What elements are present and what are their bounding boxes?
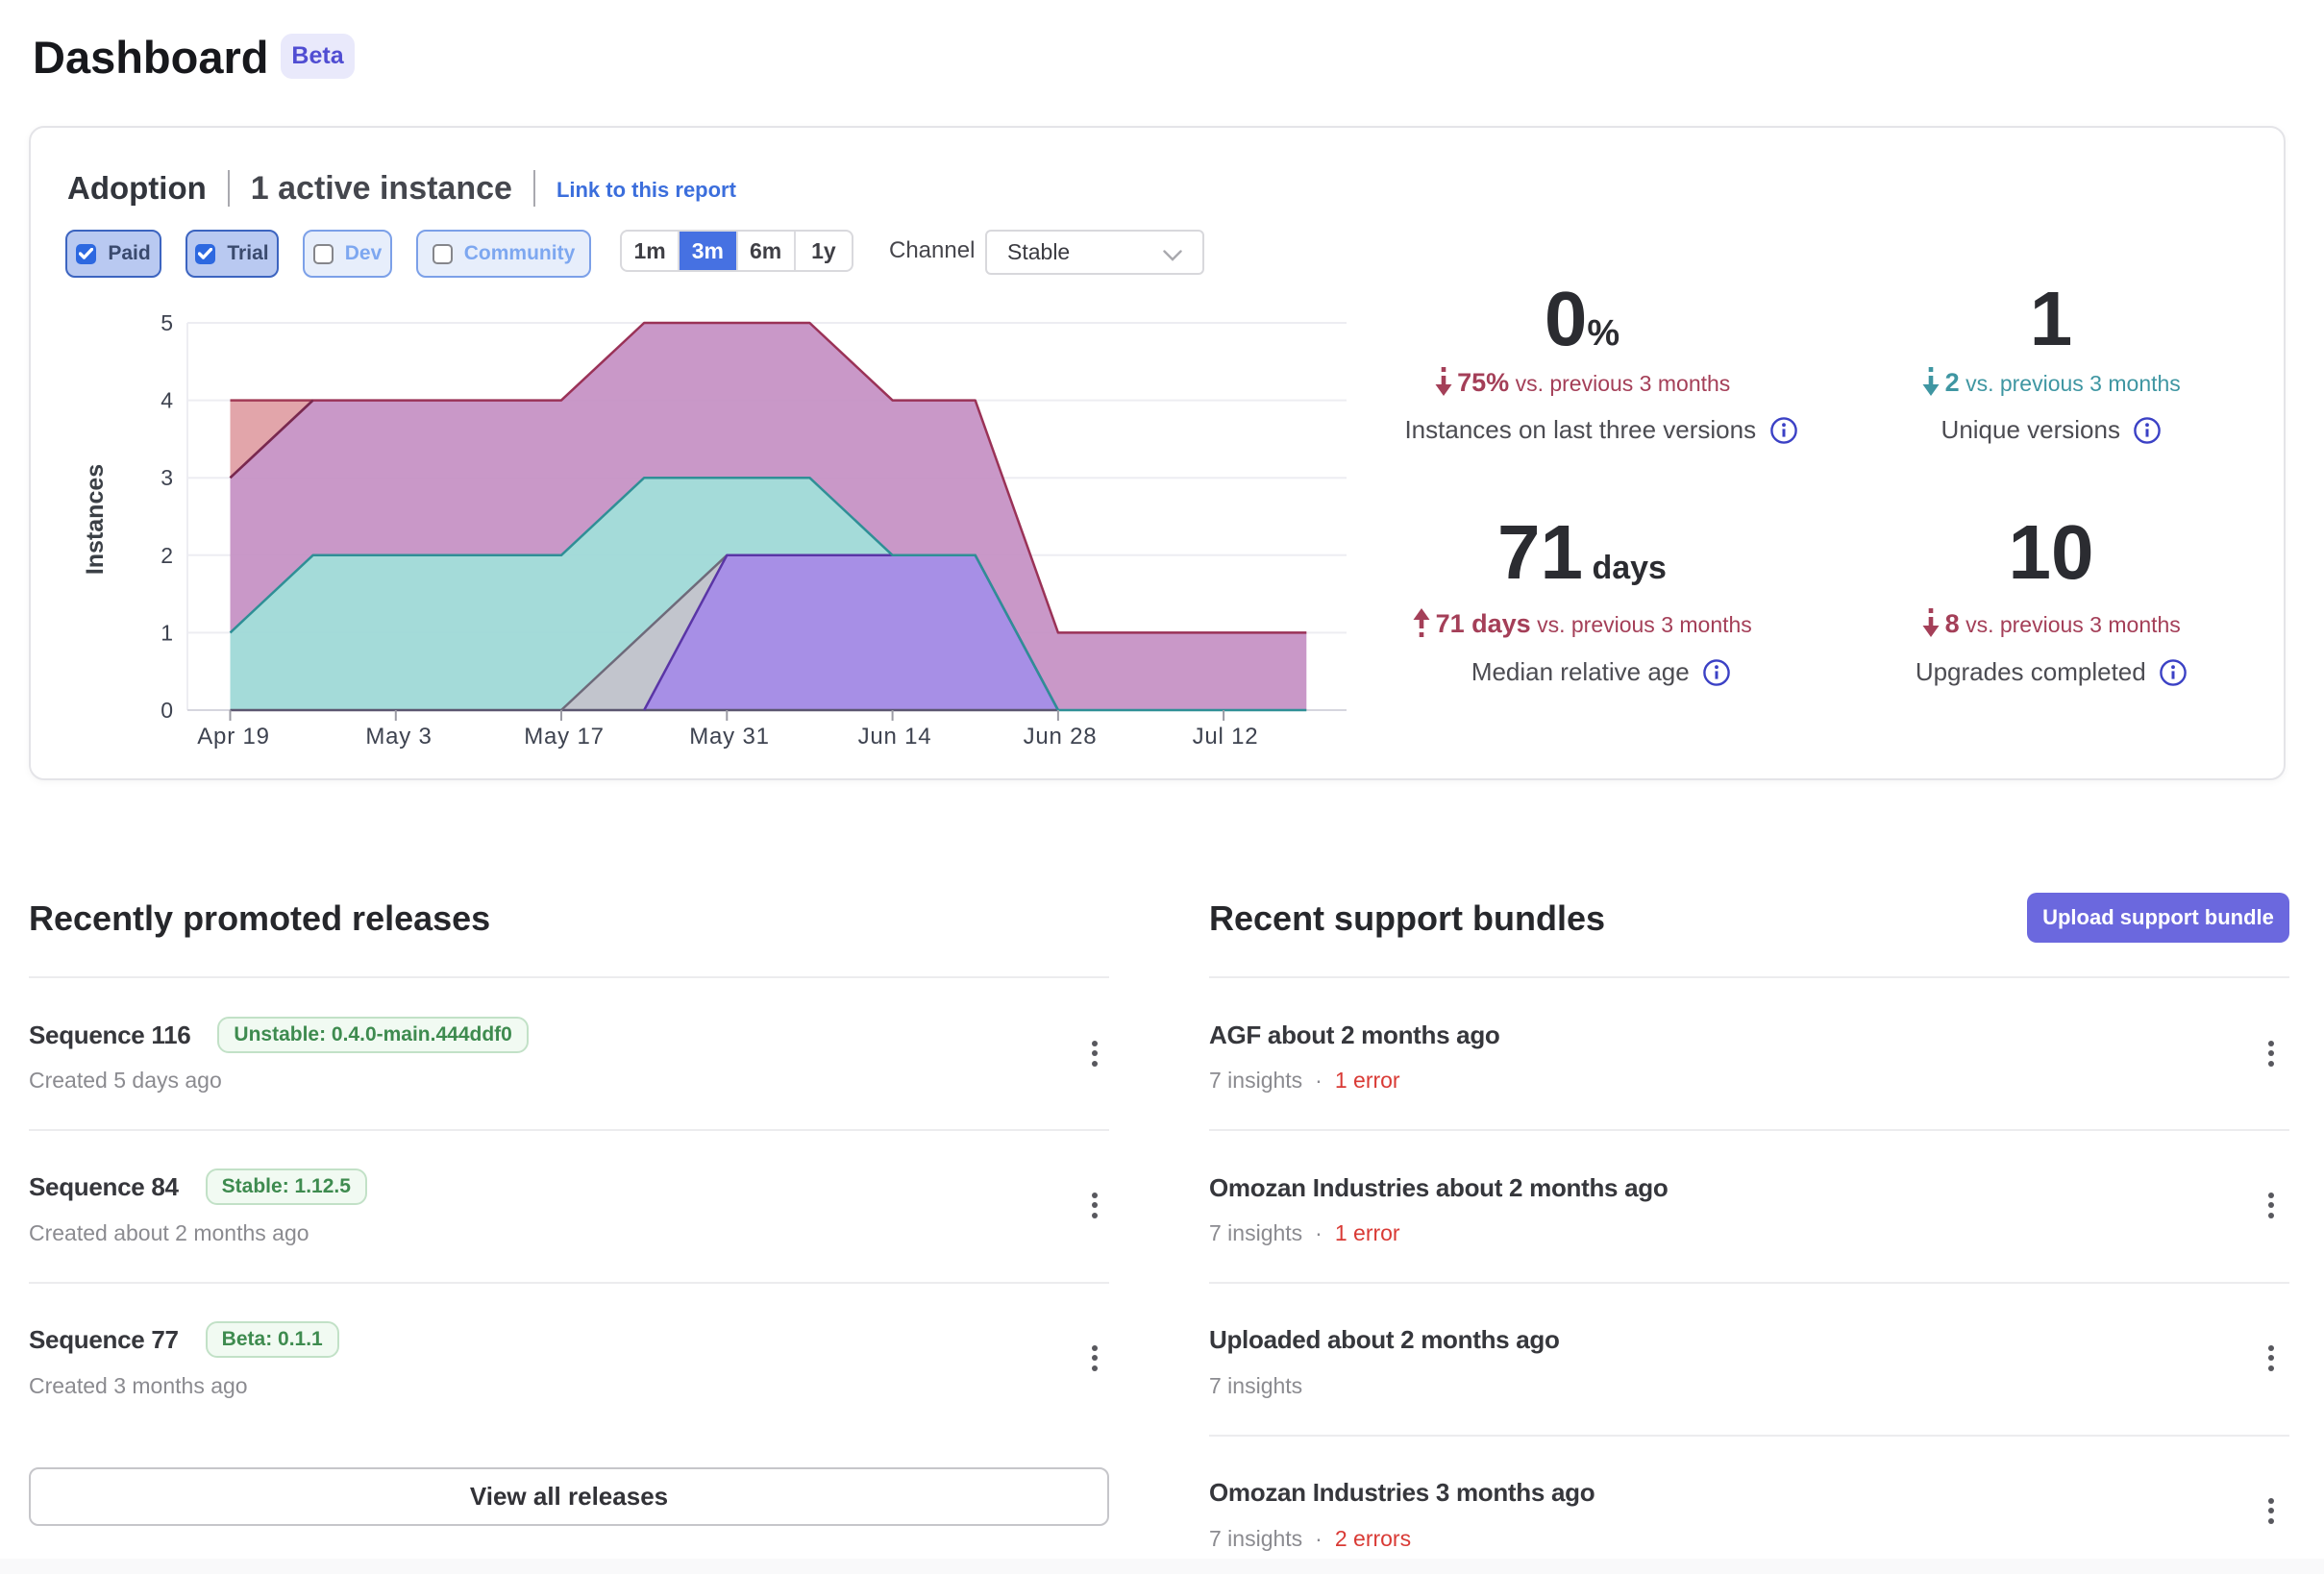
svg-text:Instances: Instances — [82, 464, 109, 575]
svg-text:0: 0 — [161, 698, 173, 723]
svg-text:May 31: May 31 — [689, 724, 770, 750]
svg-text:Jun 28: Jun 28 — [1024, 724, 1098, 750]
svg-text:May 17: May 17 — [524, 724, 605, 750]
svg-text:Jul 12: Jul 12 — [1193, 724, 1259, 750]
svg-text:2: 2 — [161, 543, 173, 568]
svg-text:3: 3 — [161, 465, 173, 490]
svg-text:May 3: May 3 — [365, 724, 432, 750]
svg-text:1: 1 — [161, 620, 173, 645]
svg-text:Apr 19: Apr 19 — [197, 724, 270, 750]
svg-text:Jun 14: Jun 14 — [858, 724, 932, 750]
svg-text:4: 4 — [161, 388, 173, 413]
svg-text:5: 5 — [161, 310, 173, 335]
